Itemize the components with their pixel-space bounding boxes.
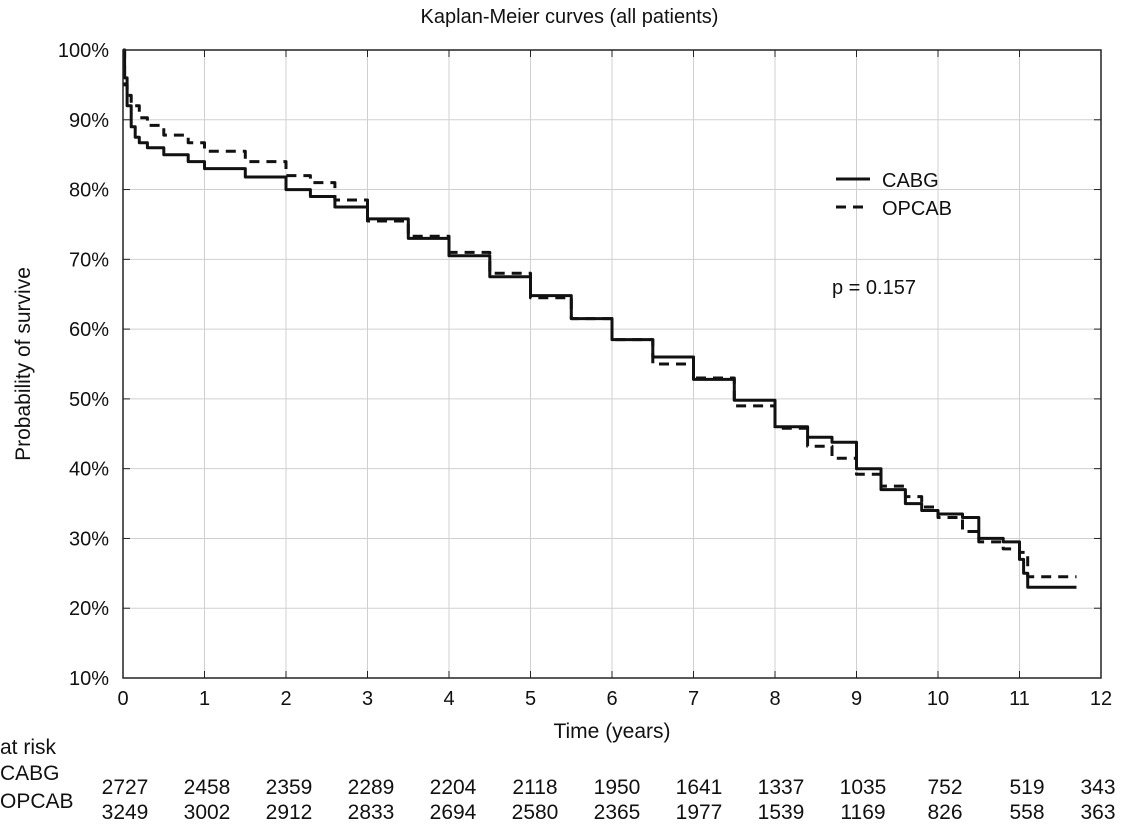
x-tick-label: 0 <box>117 688 128 710</box>
y-tick-label: 70% <box>69 249 109 271</box>
grid-lines <box>123 50 1101 678</box>
risk-cell-cabg: 752 <box>927 776 963 799</box>
y-tick-label: 50% <box>69 389 109 411</box>
x-tick-label: 7 <box>688 688 699 710</box>
x-tick-label: 10 <box>927 688 949 710</box>
x-tick-label: 5 <box>525 688 536 710</box>
risk-row-label-cabg: CABG <box>0 762 60 785</box>
legend: CABG OPCAB <box>836 170 952 220</box>
x-tick-label: 3 <box>362 688 373 710</box>
x-tick-label: 2 <box>280 688 291 710</box>
risk-cell-cabg: 1641 <box>675 776 723 799</box>
x-axis-label: Time (years) <box>553 720 670 743</box>
at-risk-heading: at risk <box>0 736 57 759</box>
risk-cell-cabg: 2118 <box>512 776 558 799</box>
y-tick-label: 60% <box>69 319 109 341</box>
y-tick-label: 20% <box>69 598 109 620</box>
legend-label-cabg: CABG <box>882 170 939 192</box>
risk-cell-cabg: 343 <box>1080 776 1116 799</box>
risk-cell-opcab: 1539 <box>757 801 805 824</box>
risk-cell-opcab: 2833 <box>347 801 395 824</box>
y-tick-label: 30% <box>69 528 109 550</box>
x-tick-label: 6 <box>606 688 617 710</box>
y-tick-label: 10% <box>69 668 109 690</box>
y-tick-label: 40% <box>69 459 109 481</box>
risk-cell-opcab: 2365 <box>593 801 641 824</box>
y-tick-label: 90% <box>69 110 109 132</box>
y-tick-label: 80% <box>69 180 109 202</box>
risk-cell-opcab: 1977 <box>675 801 723 824</box>
risk-row-label-opcab: OPCAB <box>0 790 74 813</box>
y-tick-label: 100% <box>58 40 109 62</box>
risk-cell-cabg: 2289 <box>347 776 395 799</box>
risk-cell-cabg: 1035 <box>839 776 887 799</box>
chart-title: Kaplan-Meier curves (all patients) <box>420 6 719 28</box>
risk-cell-opcab: 3002 <box>183 801 231 824</box>
risk-cell-cabg: 1950 <box>593 776 641 799</box>
risk-cell-opcab: 2912 <box>265 801 313 824</box>
legend-label-opcab: OPCAB <box>882 198 952 220</box>
x-tick-label: 8 <box>769 688 780 710</box>
risk-cell-opcab: 363 <box>1080 801 1116 824</box>
risk-cell-opcab: 1169 <box>840 801 886 824</box>
risk-cell-cabg: 2458 <box>183 776 231 799</box>
risk-cell-cabg: 1337 <box>757 776 805 799</box>
risk-cell-cabg: 519 <box>1009 776 1045 799</box>
x-tick-label: 9 <box>851 688 862 710</box>
risk-cell-cabg: 2359 <box>265 776 313 799</box>
y-axis-label: Probability of survive <box>12 267 35 461</box>
risk-cell-cabg: 2204 <box>429 776 477 799</box>
risk-cell-opcab: 826 <box>927 801 963 824</box>
risk-cell-opcab: 2580 <box>511 801 559 824</box>
p-value-annotation: p = 0.157 <box>832 277 916 299</box>
risk-cell-opcab: 558 <box>1009 801 1045 824</box>
series-line-opcab <box>123 48 1077 579</box>
risk-cell-cabg: 2727 <box>101 776 149 799</box>
axis-ticks: 0 1 2 3 4 5 6 7 8 9 10 11 1210%20%30%40%50%60%70%80%… <box>58 40 1112 710</box>
x-tick-label: 11 <box>1009 688 1030 710</box>
survival-curves <box>123 48 1077 589</box>
x-tick-label: 4 <box>443 688 454 710</box>
x-tick-label: 1 <box>199 688 210 710</box>
risk-cell-opcab: 3249 <box>101 801 149 824</box>
risk-cell-opcab: 2694 <box>429 801 477 824</box>
x-tick-label: 12 <box>1090 688 1112 710</box>
